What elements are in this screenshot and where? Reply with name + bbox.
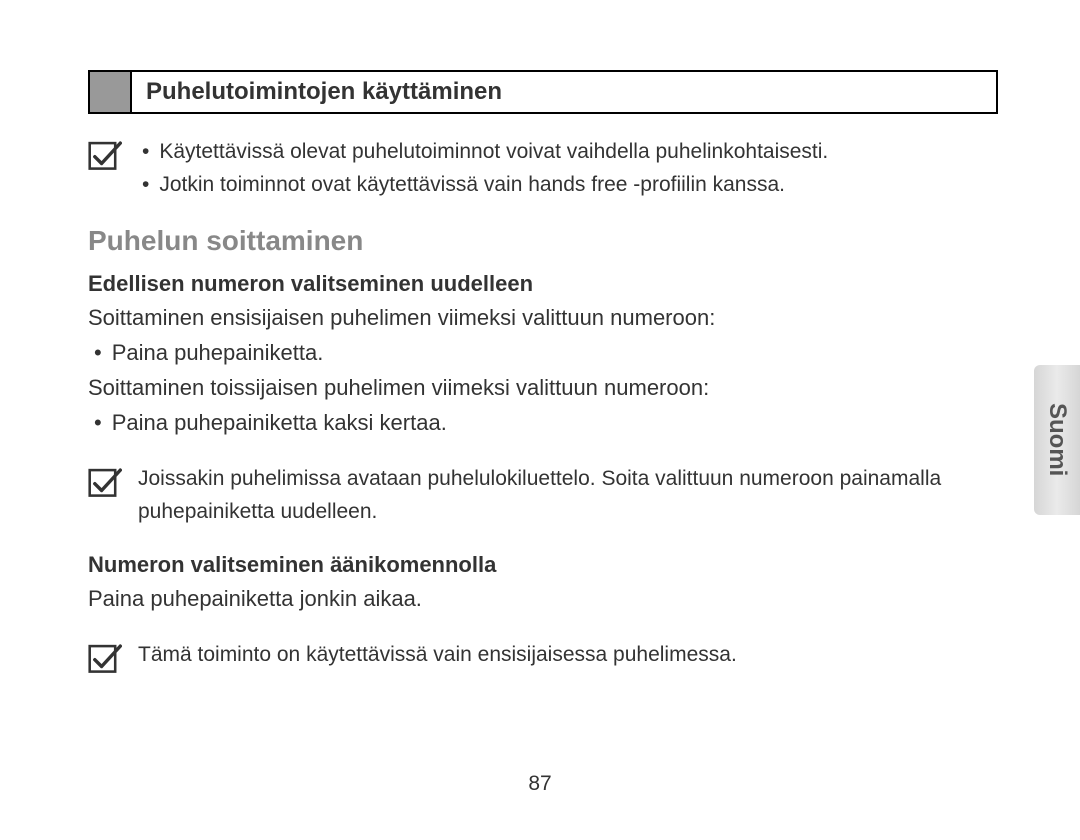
- page-number: 87: [0, 772, 1080, 796]
- note-block-3: Tämä toiminto on käytettävissä vain ensi…: [88, 639, 998, 675]
- bullet-item: Paina puhepainiketta kaksi kertaa.: [88, 406, 998, 439]
- language-tab-label: Suomi: [1043, 403, 1071, 476]
- note-text: Joissakin puhelimissa avataan puheluloki…: [138, 463, 998, 528]
- section-title: Puhelutoimintojen käyttäminen: [132, 72, 502, 112]
- note-block-2: Joissakin puhelimissa avataan puheluloki…: [88, 463, 998, 528]
- language-tab[interactable]: Suomi: [1034, 365, 1080, 515]
- body-text: Soittaminen ensisijaisen puhelimen viime…: [88, 301, 998, 334]
- page: Puhelutoimintojen käyttäminen Käytettävi…: [0, 0, 1080, 840]
- note-text: Tämä toiminto on käytettävissä vain ensi…: [138, 639, 737, 672]
- content-area: Puhelutoimintojen käyttäminen Käytettävi…: [88, 70, 998, 699]
- body-text: Paina puhepainiketta jonkin aikaa.: [88, 582, 998, 615]
- note-list-1: Käytettävissä olevat puhelutoiminnot voi…: [138, 136, 828, 201]
- note-block-1: Käytettävissä olevat puhelutoiminnot voi…: [88, 136, 998, 201]
- note-item: Käytettävissä olevat puhelutoiminnot voi…: [138, 136, 828, 169]
- section-header: Puhelutoimintojen käyttäminen: [88, 70, 998, 114]
- checkbox-icon: [88, 641, 122, 675]
- sub-heading-1: Edellisen numeron valitseminen uudelleen: [88, 271, 998, 297]
- body-text: Soittaminen toissijaisen puhelimen viime…: [88, 371, 998, 404]
- note-item: Jotkin toiminnot ovat käytettävissä vain…: [138, 169, 828, 202]
- checkbox-icon: [88, 465, 122, 499]
- bullet-item: Paina puhepainiketta.: [88, 336, 998, 369]
- section-header-marker: [90, 72, 132, 112]
- subsection-title: Puhelun soittaminen: [88, 225, 998, 257]
- checkbox-icon: [88, 138, 122, 172]
- sub-heading-2: Numeron valitseminen äänikomennolla: [88, 552, 998, 578]
